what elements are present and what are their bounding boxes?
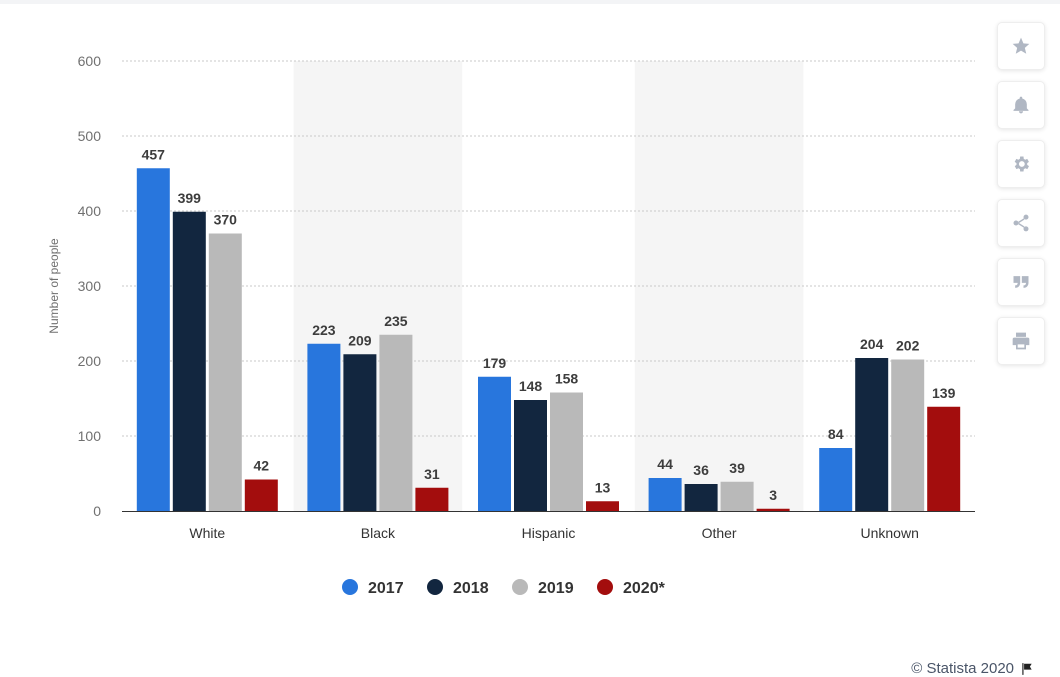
credits[interactable]: © Statista 2020	[911, 660, 1034, 677]
data-label: 39	[729, 460, 745, 476]
gridlines	[122, 60, 975, 437]
x-tick-label: Unknown	[861, 525, 919, 541]
bar-white-2019[interactable]	[208, 233, 242, 512]
chart-toolbar	[997, 22, 1045, 376]
bar-unknown-2019[interactable]	[891, 359, 925, 512]
data-label: 399	[178, 190, 202, 206]
legend-swatch	[512, 579, 528, 595]
legend-label: 2018	[453, 580, 489, 597]
bar-hispanic-2020[interactable]	[586, 501, 619, 511]
x-axis-ticks: White Black Hispanic Other Unknown	[189, 525, 918, 541]
star-icon	[1012, 37, 1030, 54]
bell-icon	[1013, 96, 1029, 114]
bar-hispanic-2019[interactable]	[550, 392, 583, 512]
legend-item-2020[interactable]: 2020*	[597, 579, 666, 597]
bar-unknown-2017[interactable]	[819, 448, 853, 511]
flag-icon	[1022, 662, 1032, 675]
bar-white-2017[interactable]	[136, 168, 170, 511]
legend-label: 2020*	[623, 580, 666, 597]
y-axis-ticks: 0 100 200 300 400 500 600	[78, 53, 102, 519]
bar-chart: 0 100 200 300 400 500 600 Number of people 457…	[47, 53, 975, 597]
data-label: 13	[595, 479, 611, 495]
x-tick-label: Black	[361, 525, 396, 541]
data-labels: 457 399 370 42 223 209 235 31 179 148 158 13 44 36 39 3…	[142, 146, 956, 503]
cite-button[interactable]	[997, 258, 1045, 306]
top-border	[0, 0, 1060, 4]
bar-hispanic-2017[interactable]	[478, 376, 511, 511]
x-tick-label: White	[189, 525, 225, 541]
bars	[136, 168, 961, 512]
bar-white-2018[interactable]	[172, 211, 206, 511]
data-label: 202	[896, 338, 920, 354]
bar-unknown-2020[interactable]	[927, 406, 961, 511]
favorite-button[interactable]	[997, 22, 1045, 70]
y-axis-label: Number of people	[47, 238, 61, 334]
y-tick-label: 200	[78, 353, 102, 369]
data-label: 158	[555, 371, 579, 387]
data-label: 457	[142, 146, 166, 162]
gear-icon	[1014, 156, 1029, 172]
legend-swatch	[597, 579, 613, 595]
legend-label: 2017	[368, 580, 404, 597]
data-label: 370	[214, 212, 238, 228]
legend-swatch	[342, 579, 358, 595]
legend-item-2019[interactable]: 2019	[512, 579, 574, 597]
share-button[interactable]	[997, 199, 1045, 247]
bar-black-2019[interactable]	[379, 334, 413, 511]
y-tick-label: 500	[78, 128, 102, 144]
print-icon	[1012, 332, 1030, 350]
y-tick-label: 400	[78, 203, 102, 219]
y-tick-label: 0	[93, 503, 101, 519]
bar-black-2020[interactable]	[415, 487, 449, 511]
data-label: 31	[424, 466, 440, 482]
bar-other-2019[interactable]	[720, 481, 754, 511]
x-tick-label: Hispanic	[522, 525, 576, 541]
data-label: 235	[384, 313, 408, 329]
legend-item-2018[interactable]: 2018	[427, 579, 489, 597]
data-label: 209	[348, 332, 372, 348]
y-tick-label: 600	[78, 53, 102, 69]
data-label: 139	[932, 385, 956, 401]
credits-text: © Statista 2020	[911, 660, 1014, 677]
data-label: 36	[693, 462, 709, 478]
bar-unknown-2018[interactable]	[855, 358, 889, 511]
legend-label: 2019	[538, 580, 574, 597]
legend-swatch	[427, 579, 443, 595]
data-label: 223	[312, 322, 336, 338]
notification-button[interactable]	[997, 81, 1045, 129]
bar-other-2020[interactable]	[756, 508, 790, 511]
legend-item-2017[interactable]: 2017	[342, 579, 404, 597]
bar-other-2017[interactable]	[648, 478, 682, 511]
data-label: 3	[769, 487, 777, 503]
settings-button[interactable]	[997, 140, 1045, 188]
bar-white-2020[interactable]	[244, 479, 278, 512]
bar-other-2018[interactable]	[684, 484, 718, 511]
data-label: 148	[519, 378, 543, 394]
y-tick-label: 100	[78, 428, 102, 444]
quote-icon	[1013, 276, 1029, 288]
bar-black-2017[interactable]	[307, 343, 341, 511]
bar-hispanic-2018[interactable]	[514, 400, 547, 511]
data-label: 84	[828, 426, 844, 442]
legend: 2017 2018 2019 2020*	[342, 579, 666, 597]
data-label: 42	[254, 458, 270, 474]
data-label: 204	[860, 336, 884, 352]
print-button[interactable]	[997, 317, 1045, 365]
y-tick-label: 300	[78, 278, 102, 294]
x-tick-label: Other	[702, 525, 737, 541]
share-icon	[1013, 214, 1029, 232]
data-label: 44	[657, 456, 673, 472]
bar-black-2018[interactable]	[343, 354, 377, 511]
data-label: 179	[483, 355, 507, 371]
